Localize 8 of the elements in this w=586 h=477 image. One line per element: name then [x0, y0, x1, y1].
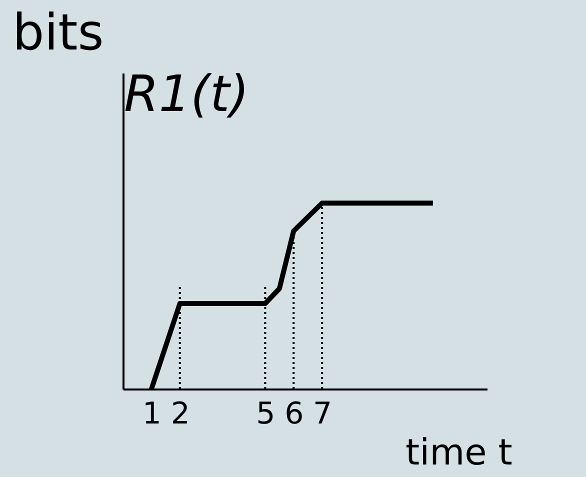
- x-tick-label: 5: [256, 396, 276, 432]
- x-tick-label: 7: [313, 396, 332, 432]
- x-tick-label: 2: [170, 396, 190, 432]
- x-tick-label: 6: [284, 396, 304, 432]
- x-axis-title: time t: [406, 432, 512, 474]
- x-tick-label: 1: [142, 396, 162, 432]
- y-axis-title: bits: [12, 4, 104, 62]
- chart-title: R1(t): [124, 65, 250, 123]
